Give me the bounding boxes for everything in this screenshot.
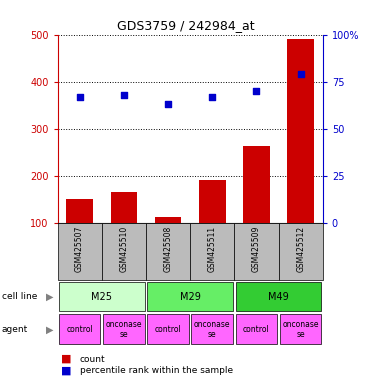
Text: control: control <box>155 325 181 334</box>
Text: ▶: ▶ <box>46 291 54 302</box>
Text: percentile rank within the sample: percentile rank within the sample <box>80 366 233 375</box>
Text: GDS3759 / 242984_at: GDS3759 / 242984_at <box>117 19 254 32</box>
Point <box>77 94 83 100</box>
Text: GSM425507: GSM425507 <box>75 226 84 272</box>
Bar <box>279 223 323 280</box>
Text: control: control <box>243 325 270 334</box>
Bar <box>280 314 321 344</box>
Text: GSM425508: GSM425508 <box>164 226 173 272</box>
Text: M49: M49 <box>268 291 289 302</box>
Text: ■: ■ <box>61 354 72 364</box>
Bar <box>243 146 270 270</box>
Bar <box>59 282 145 311</box>
Bar <box>66 199 93 270</box>
Bar <box>236 282 321 311</box>
Text: control: control <box>66 325 93 334</box>
Text: onconase
se: onconase se <box>282 319 319 339</box>
Bar <box>199 180 226 270</box>
Bar <box>111 192 137 270</box>
Text: GSM425509: GSM425509 <box>252 226 261 272</box>
Bar <box>103 314 145 344</box>
Text: ▶: ▶ <box>46 324 54 334</box>
Bar <box>190 223 234 280</box>
Text: M25: M25 <box>91 291 112 302</box>
Text: GSM425511: GSM425511 <box>208 226 217 272</box>
Text: ■: ■ <box>61 366 72 376</box>
Text: M29: M29 <box>180 291 201 302</box>
Text: onconase
se: onconase se <box>106 319 142 339</box>
Point <box>165 101 171 107</box>
Text: onconase
se: onconase se <box>194 319 230 339</box>
Text: GSM425512: GSM425512 <box>296 226 305 272</box>
Point <box>121 92 127 98</box>
Text: agent: agent <box>2 325 28 334</box>
Point <box>253 88 259 94</box>
Bar <box>147 282 233 311</box>
Bar <box>146 223 190 280</box>
Point <box>298 71 303 77</box>
Bar <box>58 223 102 280</box>
Bar <box>288 39 314 270</box>
Bar <box>236 314 277 344</box>
Text: count: count <box>80 354 105 364</box>
Bar <box>147 314 189 344</box>
Bar <box>191 314 233 344</box>
Bar <box>59 314 101 344</box>
Bar <box>155 217 181 270</box>
Text: cell line: cell line <box>2 292 37 301</box>
Bar <box>102 223 146 280</box>
Point <box>209 94 215 100</box>
Text: GSM425510: GSM425510 <box>119 226 128 272</box>
Bar <box>234 223 279 280</box>
